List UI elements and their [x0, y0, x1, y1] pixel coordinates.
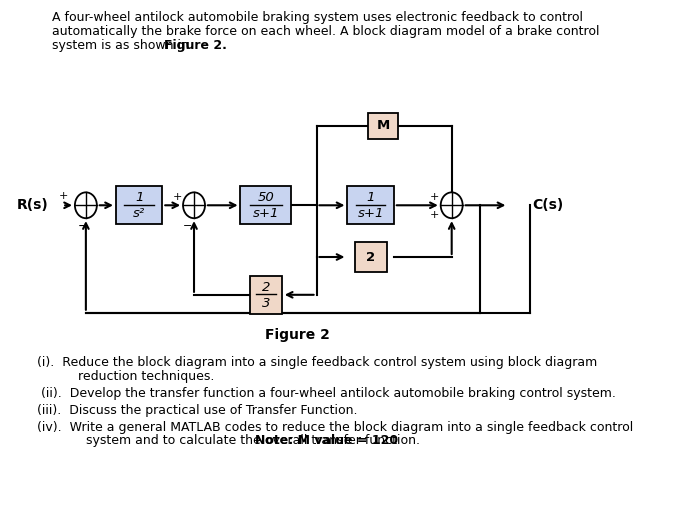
Text: reduction techniques.: reduction techniques.	[54, 370, 214, 383]
Text: (ii).  Develop the transfer function a four-wheel antilock automobile braking co: (ii). Develop the transfer function a fo…	[37, 387, 616, 400]
Text: +: +	[59, 192, 69, 201]
Text: (i).  Reduce the block diagram into a single feedback control system using block: (i). Reduce the block diagram into a sin…	[37, 356, 597, 369]
Circle shape	[75, 193, 97, 218]
Text: A four-wheel antilock automobile braking system uses electronic feedback to cont: A four-wheel antilock automobile braking…	[52, 11, 583, 24]
FancyBboxPatch shape	[240, 186, 291, 224]
Text: 2: 2	[261, 281, 270, 294]
Text: +: +	[430, 192, 439, 202]
Text: −: −	[183, 221, 192, 231]
FancyBboxPatch shape	[116, 186, 162, 224]
Text: system and to calculate the overall transfer function.: system and to calculate the overall tran…	[54, 435, 428, 448]
Text: 2: 2	[366, 250, 375, 264]
Text: Figure 2.: Figure 2.	[164, 39, 227, 52]
Text: −: −	[77, 220, 88, 233]
Text: Figure 2: Figure 2	[265, 328, 329, 341]
FancyBboxPatch shape	[368, 113, 399, 139]
Text: +: +	[172, 192, 182, 202]
Text: s+1: s+1	[253, 207, 279, 220]
Text: R(s): R(s)	[17, 198, 49, 212]
Text: (iv).  Write a general MATLAB codes to reduce the block diagram into a single fe: (iv). Write a general MATLAB codes to re…	[37, 421, 633, 434]
Text: s+1: s+1	[357, 207, 384, 220]
Circle shape	[183, 193, 205, 218]
Text: system is as shown in: system is as shown in	[52, 39, 193, 52]
FancyBboxPatch shape	[250, 276, 282, 314]
Text: +: +	[430, 210, 439, 220]
Text: 1: 1	[367, 191, 375, 204]
Text: Note: M value = 120: Note: M value = 120	[255, 435, 398, 448]
FancyBboxPatch shape	[348, 186, 394, 224]
Text: 3: 3	[261, 297, 270, 310]
Text: M: M	[377, 119, 390, 132]
Text: 1: 1	[135, 191, 143, 204]
Text: s²: s²	[133, 207, 145, 220]
Text: C(s): C(s)	[532, 198, 563, 212]
Text: 50: 50	[257, 191, 274, 204]
FancyBboxPatch shape	[354, 242, 386, 272]
Text: (iii).  Discuss the practical use of Transfer Function.: (iii). Discuss the practical use of Tran…	[37, 404, 357, 417]
Circle shape	[441, 193, 462, 218]
Text: automatically the brake force on each wheel. A block diagram model of a brake co: automatically the brake force on each wh…	[52, 25, 600, 38]
